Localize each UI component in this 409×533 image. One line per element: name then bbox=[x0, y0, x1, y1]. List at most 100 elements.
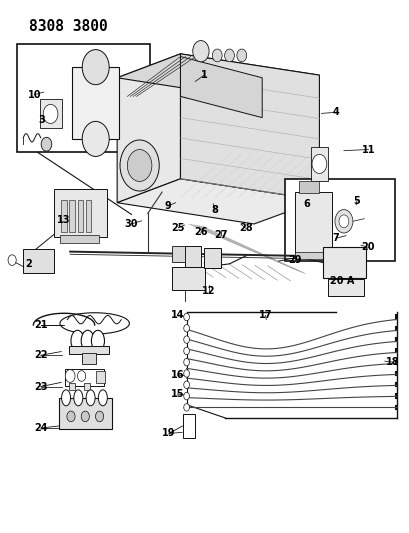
Polygon shape bbox=[180, 54, 319, 200]
Text: 20 A: 20 A bbox=[329, 276, 354, 286]
Bar bbox=[298, 181, 319, 193]
Ellipse shape bbox=[98, 390, 107, 406]
Ellipse shape bbox=[60, 313, 129, 334]
Circle shape bbox=[311, 155, 326, 173]
Bar bbox=[294, 252, 331, 259]
Ellipse shape bbox=[71, 330, 84, 352]
Text: 4: 4 bbox=[332, 107, 338, 117]
Bar bbox=[17, 44, 149, 152]
Ellipse shape bbox=[86, 390, 95, 406]
Polygon shape bbox=[180, 56, 262, 118]
Ellipse shape bbox=[81, 330, 94, 352]
Circle shape bbox=[81, 411, 89, 422]
Text: 6: 6 bbox=[302, 199, 309, 209]
Bar bbox=[54, 189, 107, 237]
Circle shape bbox=[212, 49, 222, 62]
Circle shape bbox=[183, 370, 189, 377]
Text: 24: 24 bbox=[34, 423, 47, 433]
Circle shape bbox=[8, 255, 16, 265]
Bar bbox=[61, 200, 67, 232]
Bar bbox=[323, 247, 366, 278]
Circle shape bbox=[67, 411, 75, 422]
Text: 7: 7 bbox=[332, 233, 338, 244]
Text: 8: 8 bbox=[211, 205, 218, 215]
Bar bbox=[72, 67, 119, 139]
Circle shape bbox=[183, 336, 189, 343]
Circle shape bbox=[43, 104, 58, 124]
Bar bbox=[69, 383, 75, 390]
Circle shape bbox=[334, 209, 352, 233]
Text: 23: 23 bbox=[34, 382, 47, 392]
Bar bbox=[39, 99, 62, 128]
Text: 14: 14 bbox=[170, 310, 184, 320]
Text: 9: 9 bbox=[164, 201, 171, 211]
Bar bbox=[284, 179, 394, 261]
Circle shape bbox=[183, 403, 189, 411]
Circle shape bbox=[41, 138, 52, 151]
Circle shape bbox=[236, 49, 246, 62]
Bar bbox=[58, 398, 112, 429]
Circle shape bbox=[183, 313, 189, 321]
Bar bbox=[182, 414, 194, 438]
Bar bbox=[69, 200, 75, 232]
Text: 19: 19 bbox=[162, 429, 175, 439]
Text: 8308 3800: 8308 3800 bbox=[29, 19, 108, 34]
Bar bbox=[294, 192, 331, 253]
Text: 16: 16 bbox=[170, 370, 184, 380]
Circle shape bbox=[120, 140, 159, 191]
Circle shape bbox=[183, 381, 189, 389]
Circle shape bbox=[192, 41, 209, 62]
Circle shape bbox=[183, 392, 189, 400]
Text: 15: 15 bbox=[170, 389, 184, 399]
Bar bbox=[310, 147, 327, 181]
Circle shape bbox=[127, 150, 151, 181]
Ellipse shape bbox=[91, 330, 104, 352]
Circle shape bbox=[183, 325, 189, 332]
Circle shape bbox=[224, 49, 234, 62]
Bar bbox=[96, 371, 105, 383]
Text: 21: 21 bbox=[34, 320, 47, 330]
Text: 28: 28 bbox=[238, 223, 252, 233]
Text: 12: 12 bbox=[202, 286, 215, 296]
Text: 30: 30 bbox=[124, 219, 138, 229]
Text: 29: 29 bbox=[288, 255, 301, 265]
Bar bbox=[81, 353, 96, 364]
Text: 1: 1 bbox=[200, 70, 207, 80]
Text: 17: 17 bbox=[258, 310, 272, 320]
Bar bbox=[68, 346, 108, 354]
Circle shape bbox=[82, 122, 109, 157]
Text: 22: 22 bbox=[34, 350, 47, 360]
Text: 3: 3 bbox=[38, 115, 45, 125]
Circle shape bbox=[338, 215, 348, 228]
Text: 25: 25 bbox=[171, 223, 185, 233]
Text: 18: 18 bbox=[385, 357, 399, 367]
Ellipse shape bbox=[74, 390, 83, 406]
Bar bbox=[60, 235, 99, 243]
Circle shape bbox=[183, 359, 189, 366]
Polygon shape bbox=[117, 54, 180, 203]
Polygon shape bbox=[117, 54, 319, 99]
Bar bbox=[77, 200, 83, 232]
Circle shape bbox=[77, 370, 85, 381]
Text: 11: 11 bbox=[361, 144, 374, 155]
Polygon shape bbox=[117, 179, 319, 224]
Circle shape bbox=[65, 369, 75, 382]
Text: 27: 27 bbox=[214, 230, 227, 240]
Bar bbox=[23, 249, 54, 273]
Bar bbox=[85, 200, 91, 232]
Circle shape bbox=[183, 347, 189, 354]
Ellipse shape bbox=[61, 390, 70, 406]
Circle shape bbox=[95, 411, 103, 422]
Bar bbox=[204, 248, 220, 268]
Bar bbox=[172, 246, 184, 262]
Bar bbox=[83, 383, 90, 390]
Text: 10: 10 bbox=[27, 90, 41, 100]
Circle shape bbox=[82, 50, 109, 85]
Bar bbox=[172, 266, 204, 290]
Text: 5: 5 bbox=[353, 196, 360, 206]
Text: 26: 26 bbox=[194, 228, 207, 238]
Text: 2: 2 bbox=[25, 260, 32, 269]
Text: 13: 13 bbox=[57, 215, 71, 225]
Bar bbox=[184, 246, 200, 266]
Bar bbox=[327, 279, 364, 296]
